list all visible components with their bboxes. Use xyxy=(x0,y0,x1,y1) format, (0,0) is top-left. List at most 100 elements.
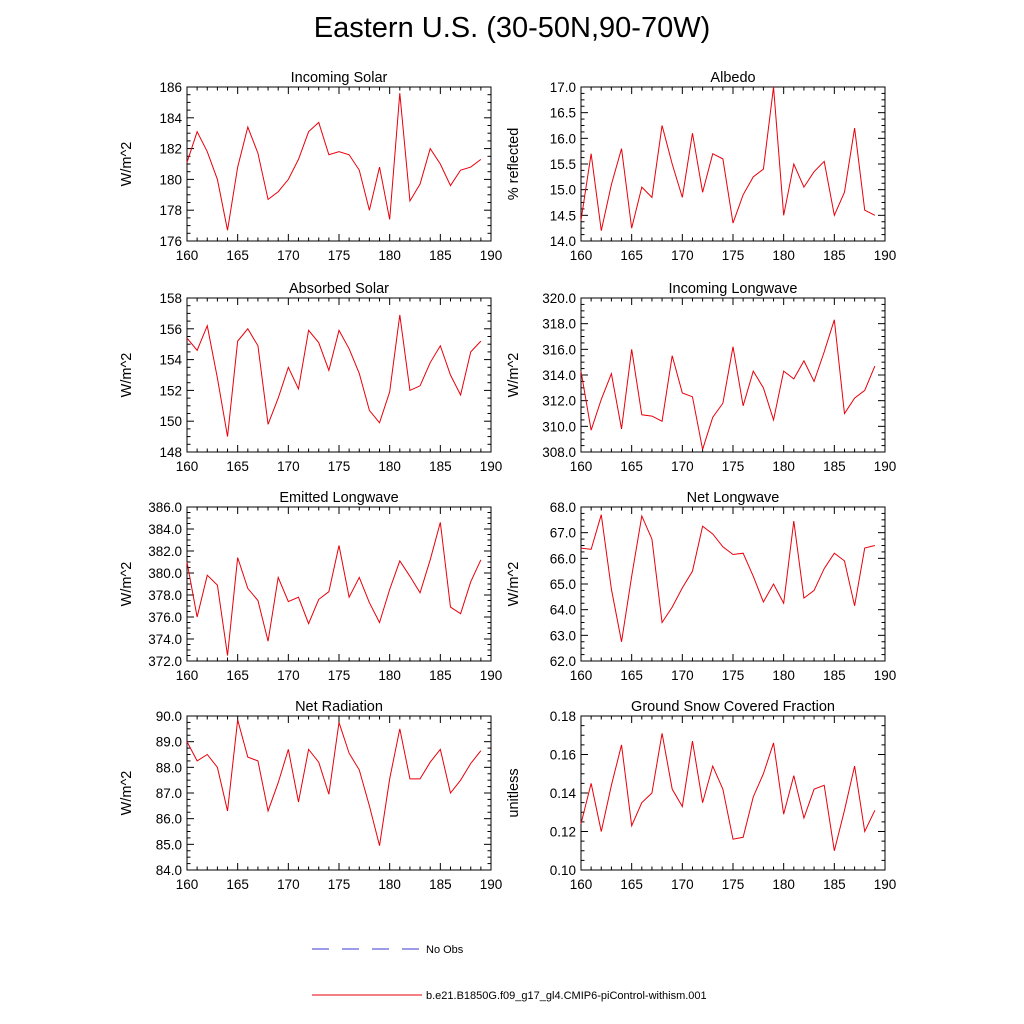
y-tick-label: 308.0 xyxy=(542,445,576,460)
panel-title: Net Longwave xyxy=(687,490,780,506)
x-tick-label: 165 xyxy=(620,248,643,263)
y-axis-label: W/m^2 xyxy=(119,562,135,607)
y-tick-label: 15.5 xyxy=(550,157,576,172)
y-tick-label: 376.0 xyxy=(148,610,182,625)
x-tick-label: 165 xyxy=(620,668,643,683)
x-tick-label: 170 xyxy=(671,877,694,892)
x-tick-label: 180 xyxy=(772,459,795,474)
y-tick-label: 372.0 xyxy=(148,654,182,669)
y-axis-label: W/m^2 xyxy=(506,562,522,607)
plot-frame xyxy=(186,86,492,242)
x-tick-label: 175 xyxy=(722,248,745,263)
series-line xyxy=(580,733,876,851)
y-tick-label: 186 xyxy=(159,80,182,95)
x-tick-label: 160 xyxy=(176,668,199,683)
x-tick-label: 190 xyxy=(480,248,503,263)
plot-frame xyxy=(186,297,492,453)
x-tick-label: 190 xyxy=(874,877,897,892)
x-tick-label: 180 xyxy=(378,877,401,892)
x-tick-label: 175 xyxy=(328,668,351,683)
y-tick-label: 184 xyxy=(159,111,182,126)
y-tick-label: 384.0 xyxy=(148,522,182,537)
y-tick-label: 68.0 xyxy=(550,500,576,515)
x-tick-label: 170 xyxy=(671,668,694,683)
y-axis-label: W/m^2 xyxy=(119,142,135,187)
plot-frame xyxy=(186,715,492,871)
y-tick-label: 14.0 xyxy=(550,234,576,249)
panel-ground-snow-covered-fraction: Ground Snow Covered Fraction unitless 160 1… xyxy=(506,699,896,892)
y-tick-label: 158 xyxy=(159,291,182,306)
panel-incoming-longwave: Incoming Longwave W/m^2 160 165 170 175 180 185… xyxy=(506,281,896,474)
x-tick-label: 185 xyxy=(823,248,846,263)
y-tick-label: 156 xyxy=(159,322,182,337)
y-tick-label: 180 xyxy=(159,172,182,187)
y-tick-label: 16.5 xyxy=(550,106,576,121)
x-tick-label: 185 xyxy=(823,668,846,683)
panel-incoming-solar: Incoming Solar W/m^2 160 165 170 175 180 185 190… xyxy=(119,70,502,263)
x-tick-label: 185 xyxy=(823,459,846,474)
panel-net-longwave: Net Longwave W/m^2 160 165 170 175 180 185 190 62… xyxy=(506,490,896,683)
x-tick-label: 165 xyxy=(620,459,643,474)
series-line xyxy=(580,514,875,642)
y-tick-label: 0.16 xyxy=(550,748,576,763)
panel-title: Absorbed Solar xyxy=(289,281,389,297)
y-tick-label: 318.0 xyxy=(542,317,576,332)
y-tick-label: 17.0 xyxy=(550,80,576,95)
series-line xyxy=(186,522,482,656)
panel-emitted-longwave: Emitted Longwave W/m^2 160 165 170 175 180 185 1… xyxy=(119,490,502,683)
y-axis-label: W/m^2 xyxy=(506,353,522,398)
x-tick-label: 165 xyxy=(226,248,249,263)
x-tick-label: 180 xyxy=(378,459,401,474)
y-tick-label: 154 xyxy=(159,353,182,368)
series-line xyxy=(186,93,482,231)
y-tick-label: 316.0 xyxy=(542,342,576,357)
y-tick-label: 15.0 xyxy=(550,183,576,198)
series-line xyxy=(580,319,876,450)
y-tick-label: 64.0 xyxy=(550,603,576,618)
x-tick-label: 190 xyxy=(480,668,503,683)
panel-title: Net Radiation xyxy=(295,699,383,715)
y-axis-label: % reflected xyxy=(506,128,522,201)
y-tick-label: 0.18 xyxy=(550,709,576,724)
y-tick-label: 380.0 xyxy=(148,566,182,581)
y-tick-label: 312.0 xyxy=(542,394,576,409)
x-tick-label: 165 xyxy=(620,877,643,892)
y-tick-label: 378.0 xyxy=(148,588,182,603)
y-tick-label: 0.14 xyxy=(550,786,577,801)
y-tick-label: 178 xyxy=(159,203,182,218)
y-tick-label: 150 xyxy=(159,414,182,429)
x-tick-label: 165 xyxy=(226,459,249,474)
x-tick-label: 180 xyxy=(772,877,795,892)
x-tick-label: 185 xyxy=(429,668,452,683)
y-tick-label: 148 xyxy=(159,445,182,460)
y-tick-label: 88.0 xyxy=(156,760,182,775)
y-tick-label: 386.0 xyxy=(148,500,182,515)
x-tick-label: 175 xyxy=(328,459,351,474)
y-tick-label: 66.0 xyxy=(550,551,576,566)
y-tick-label: 310.0 xyxy=(542,419,576,434)
y-tick-label: 182 xyxy=(159,142,182,157)
y-tick-label: 152 xyxy=(159,383,182,398)
x-tick-label: 160 xyxy=(176,248,199,263)
x-tick-label: 170 xyxy=(277,459,300,474)
y-tick-label: 320.0 xyxy=(542,291,576,306)
x-tick-label: 165 xyxy=(226,668,249,683)
x-tick-label: 185 xyxy=(429,459,452,474)
x-tick-label: 175 xyxy=(328,248,351,263)
panel-albedo: Albedo % reflected 160 165 170 175 180 185 190 14… xyxy=(506,70,896,263)
y-tick-label: 0.12 xyxy=(550,825,576,840)
x-tick-label: 190 xyxy=(480,459,503,474)
x-tick-label: 170 xyxy=(277,668,300,683)
x-tick-label: 175 xyxy=(328,877,351,892)
plot-frame xyxy=(580,506,886,662)
y-tick-label: 0.10 xyxy=(550,863,576,878)
y-axis-label: W/m^2 xyxy=(119,353,135,398)
panel-net-radiation: Net Radiation W/m^2 160 165 170 175 180 185 190 8… xyxy=(119,699,502,892)
y-tick-label: 176 xyxy=(159,234,182,249)
x-tick-label: 175 xyxy=(722,877,745,892)
x-tick-label: 190 xyxy=(874,459,897,474)
x-tick-label: 160 xyxy=(570,459,593,474)
x-tick-label: 170 xyxy=(671,459,694,474)
y-tick-label: 14.5 xyxy=(550,208,576,223)
